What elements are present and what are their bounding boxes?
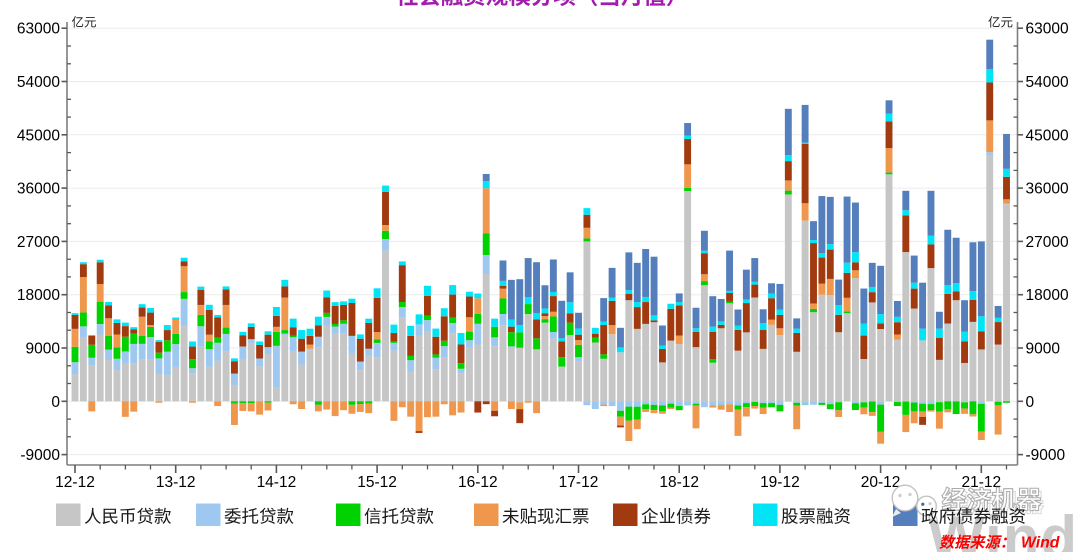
svg-text:20-12: 20-12 <box>861 474 901 491</box>
svg-text:54000: 54000 <box>17 74 60 91</box>
svg-text:0: 0 <box>1026 394 1035 411</box>
svg-text:45000: 45000 <box>1026 127 1069 144</box>
svg-text:54000: 54000 <box>1026 74 1069 91</box>
svg-text:36000: 36000 <box>17 181 60 198</box>
svg-text:18000: 18000 <box>17 287 60 304</box>
svg-text:18000: 18000 <box>1026 287 1069 304</box>
svg-text:45000: 45000 <box>17 127 60 144</box>
svg-text:-9000: -9000 <box>1026 447 1066 464</box>
svg-text:17-12: 17-12 <box>559 474 599 491</box>
svg-text:18-12: 18-12 <box>659 474 699 491</box>
svg-text:36000: 36000 <box>1026 181 1069 198</box>
svg-text:Wind: Wind <box>1021 535 1060 552</box>
svg-text:-9000: -9000 <box>20 447 60 464</box>
svg-text:14-12: 14-12 <box>257 474 297 491</box>
svg-text:15-12: 15-12 <box>357 474 397 491</box>
svg-text:0: 0 <box>51 394 60 411</box>
svg-text:19-12: 19-12 <box>760 474 800 491</box>
svg-text:16-12: 16-12 <box>458 474 498 491</box>
svg-text:13-12: 13-12 <box>156 474 196 491</box>
svg-text:27000: 27000 <box>1026 234 1069 251</box>
svg-text:9000: 9000 <box>26 341 61 358</box>
svg-text:27000: 27000 <box>17 234 60 251</box>
svg-text:9000: 9000 <box>1026 341 1061 358</box>
svg-text:63000: 63000 <box>17 21 60 38</box>
svg-text:12-12: 12-12 <box>55 474 95 491</box>
svg-text:63000: 63000 <box>1026 21 1069 38</box>
